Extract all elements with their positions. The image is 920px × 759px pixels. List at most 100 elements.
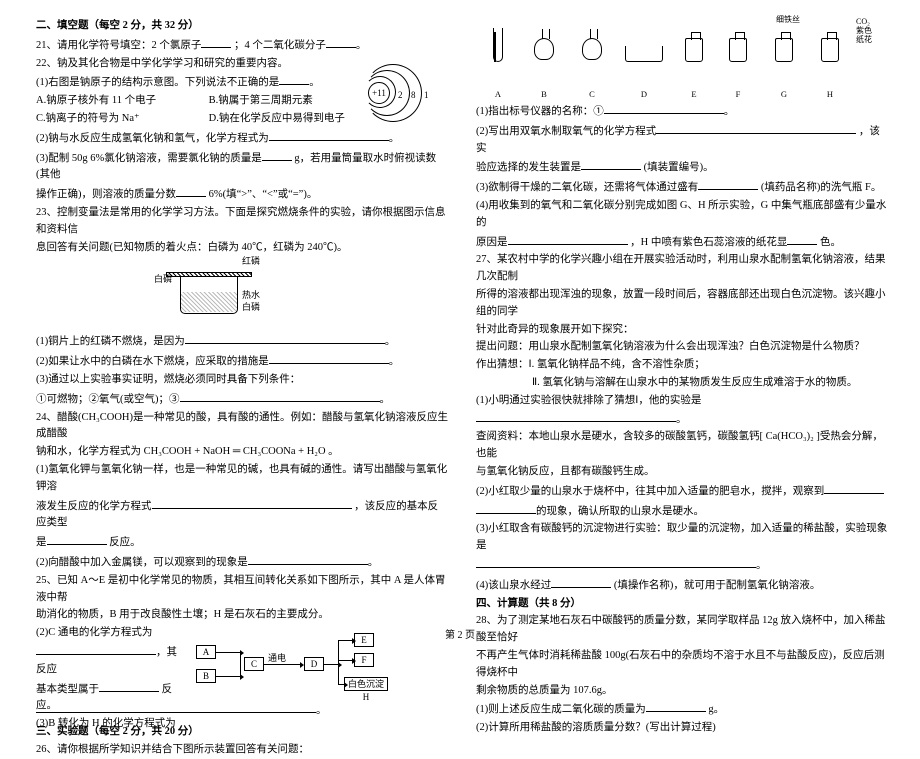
apparatus-row: A B C D E F G H 细铁丝 CO₂ 紫色 [476,18,896,100]
q21-text2: ；4 个二氧化碳分子 [234,40,326,51]
bottle-icon [685,38,703,62]
q26-3t: (3)欲制得干燥的二氧化碳，还需将气体通过盛有 [476,182,698,193]
blank [656,122,856,134]
q27-4bt: (填操作名称)，就可用于配制氢氧化钠溶液。 [614,580,821,591]
right-column: A B C D E F G H 细铁丝 CO₂ 紫色 [462,18,888,640]
appa-lbl-E: E [676,88,712,102]
q27-3-blank: 。 [476,556,888,575]
q27c: 针对此奇异的现象展开如下探究： [476,322,888,339]
q28-1: (1)则上述反应生成二氧化碳的质量为 g。 [476,700,888,719]
q22-3c-text: 操作正确)，则溶液的质量分数 [36,189,176,200]
q26-2ct: 验应选择的发生装置是 [476,162,581,173]
q24-1d-text: 是 [36,537,47,548]
appa-H: H [812,38,848,67]
blank [176,185,206,197]
beaker-lbl-rbot: 白磷 [242,300,260,314]
section4-header: 四、计算题（共 8 分） [476,596,888,613]
flow-edge [338,660,352,661]
flow-edge [338,684,344,685]
q27-info2: 与氢氧化钠反应，且都有碳酸钙生成。 [476,464,888,481]
q22-3c: 操作正确)，则溶液的质量分数 6%(填“>”、“<”或“=”)。 [36,185,448,204]
section2-header: 二、填空题（每空 2 分，共 32 分） [36,18,448,35]
opt-b: B.钠属于第三周期元素 [209,95,313,106]
flask-icon [534,38,554,60]
q27-2: (2)小红取少量的山泉水于烧杯中，往其中加入适量的肥皂水，搅拌，观察到 [476,482,888,501]
beaker-lbl-left: 白磷 [154,272,172,286]
blank [36,701,316,713]
appa-G: G [766,38,802,67]
appa-lbl-D: D [620,88,668,102]
blank [262,149,292,161]
q28b: 不再产生气体时消耗稀盐酸 100g(石灰石中的杂质均不溶于水且不与盐酸反应)，反… [476,648,888,682]
q24-1a: (1)氢氧化钾与氢氧化钠一样，也是一种常见的碱，也具有碱的通性。请写出醋酸与氢氧… [36,462,448,496]
flow-edge [216,652,240,653]
q22-2: (2)钠与水反应生成氢氧化钠和氢气，化学方程式为。 [36,129,448,148]
caption-co2: CO₂ 紫色 纸花 [856,18,882,44]
q27b: 所得的溶液都出现浑浊的现象，放置一段时间后，容器底部还出现白色沉淀物。该兴趣小组… [476,287,888,321]
q23: 23、控制变量法是常用的化学学习方法。下面是探究燃烧条件的实验，请你根据图示信息… [36,205,448,239]
blank [824,482,884,494]
bottle-icon [729,38,747,62]
flow-D: D [304,657,324,671]
appa-B: B [524,38,564,65]
q27-1: (1)小明通过实验很快就排除了猜想Ⅰ，他的实验是。 [476,393,888,429]
q24-1b: 液发生反应的化学方程式 ，该反应的基本反应类型 [36,497,448,533]
q26-4bt: 原因是 [476,237,508,248]
blank [787,233,817,245]
q26-1t: (1)指出标号仪器的名称：① [476,106,604,117]
q28-1t: (1)则上述反应生成二氧化碳的质量为 [476,704,646,715]
q24b: 钠和水，化学方程式为 CH₃COOH + NaOH ═ CH₃COONa + H… [36,444,448,461]
blank [698,178,758,190]
q26-3: (3)欲制得干燥的二氧化碳，还需将气体通过盛有 (填药品名称)的洗气瓶 F。 [476,178,888,197]
appa-C: C [572,38,612,65]
blank [36,643,156,655]
q25-2ct: 基本类型属于 [36,684,99,695]
beaker-lbl-top: 红磷 [242,254,260,268]
blank [248,553,368,565]
left-column: 二、填空题（每空 2 分，共 32 分） 21、请用化学符号填空：2 个氯原子 … [36,18,462,640]
q28-2: (2)计算所用稀盐酸的溶质质量分数？(写出计算过程) [476,720,888,737]
appa-lbl-F: F [720,88,756,102]
q25-2b: ，其反应 [36,643,186,679]
caption-wire: 细铁丝 [776,16,800,25]
blank [99,680,159,692]
stand-icon [494,32,496,62]
flow-A: A [196,645,216,659]
q24-1d: 是 反应。 [36,533,448,552]
flow-C: C [244,657,264,671]
blank [508,233,628,245]
blank [551,576,611,588]
blank [47,533,107,545]
q23-4-text: ①可燃物；②氧气(或空气)；③ [36,394,180,405]
blank [180,390,380,402]
flask-icon [582,38,602,60]
q26-4dt: 色。 [820,237,841,248]
q23-2: (2)如果让水中的白磷在水下燃烧，应采取的措施是。 [36,352,448,371]
blank [269,129,389,141]
opt-d: D.钠在化学反应中易得到电子 [209,113,345,124]
q21: 21、请用化学符号填空：2 个氯原子 ；4 个二氧化碳分子。 [36,36,448,55]
q27-4: (4)该山泉水经过 (填操作名称)，就可用于配制氢氧化钠溶液。 [476,576,888,595]
appa-lbl-B: B [524,88,564,102]
flow-F: F [354,653,374,667]
q26: 26、请你根据所学知识并结合下图所示装置回答有关问题： [36,742,448,759]
blank [604,102,724,114]
flow-edge [338,640,339,684]
q26-3bt: (填药品名称)的洗气瓶 F。 [761,182,881,193]
appa-lbl-A: A [480,88,516,102]
q23-1-text: (1)铜片上的红磷不燃烧，是因为 [36,336,185,347]
beaker-diagram: 红磷 白磷 热水 白磷 [156,258,266,330]
q23-2-text: (2)如果让水中的白磷在水下燃烧，应采取的措施是 [36,356,269,367]
q25: 25、已知 A～E 是初中化学常见的物质，其相互间转化关系如下图所示，其中 A … [36,573,448,607]
flow-edge [324,664,338,665]
blank [646,700,706,712]
q27-2b: 的现象，确认所取的山泉水是硬水。 [476,502,888,521]
q27-3: (3)小红取含有碳酸钙的沉淀物进行实验：取少量的沉淀物，加入适量的稀盐酸，实验现… [476,521,888,555]
q24-2: (2)向醋酸中加入金属镁，可以观察到的现象是。 [36,553,448,572]
q28c: 剩余物质的总质量为 107.6g。 [476,683,888,700]
blank [476,410,676,422]
blank [201,36,231,48]
q21-text: 21、请用化学符号填空：2 个氯原子 [36,40,201,51]
blank [476,556,756,568]
q23-1: (1)铜片上的红磷不燃烧，是因为。 [36,332,448,351]
